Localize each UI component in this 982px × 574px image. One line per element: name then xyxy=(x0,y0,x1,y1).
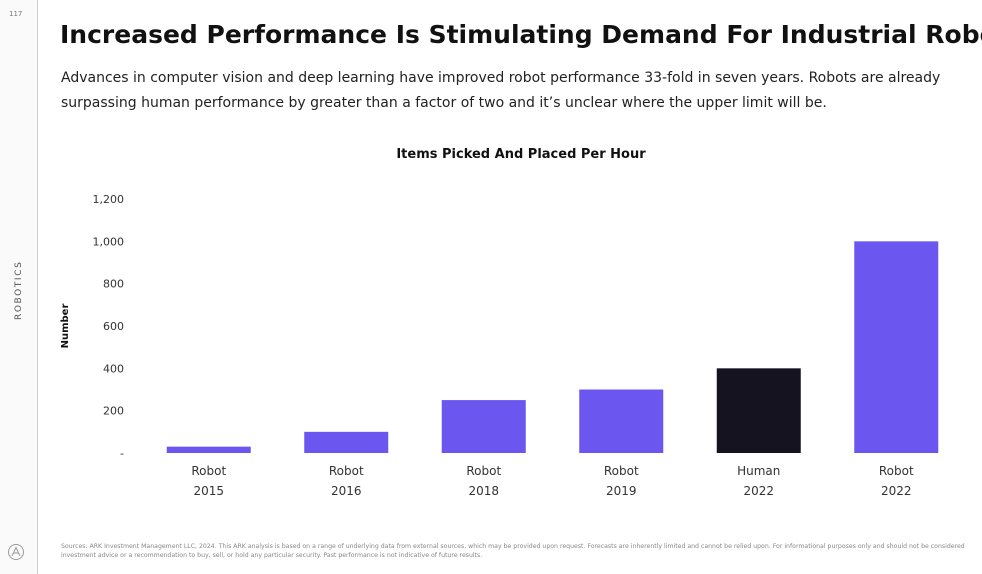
y-axis-title: Number xyxy=(60,304,71,349)
y-tick-label: 400 xyxy=(103,362,124,375)
x-tick-label: 2015 xyxy=(193,484,224,498)
bar xyxy=(304,431,389,453)
bar xyxy=(441,400,526,453)
x-tick-label: Robot xyxy=(604,464,639,478)
bar xyxy=(854,241,939,453)
section-label: ROBOTICS xyxy=(14,260,24,320)
y-tick-label: 800 xyxy=(103,278,124,291)
y-tick-label: 600 xyxy=(103,320,124,333)
source-footnote: Sources: ARK Investment Management LLC, … xyxy=(61,543,965,559)
bar xyxy=(579,389,664,453)
x-tick-label: Robot xyxy=(191,464,226,478)
page-title: Increased Performance Is Stimulating Dem… xyxy=(60,20,982,49)
x-tick-label: 2022 xyxy=(881,484,912,498)
x-tick-label: 2022 xyxy=(743,484,774,498)
x-tick-label: 2016 xyxy=(331,484,362,498)
chart-title: Items Picked And Placed Per Hour xyxy=(396,147,646,162)
x-tick-label: Robot xyxy=(329,464,364,478)
y-tick-label: 200 xyxy=(103,405,124,418)
x-tick-label: 2018 xyxy=(468,484,499,498)
bar xyxy=(716,368,801,453)
side-rail xyxy=(0,0,38,574)
y-tick-label: 1,200 xyxy=(93,193,125,206)
x-tick-label: Robot xyxy=(879,464,914,478)
page-number: 117 xyxy=(9,10,23,18)
bar xyxy=(166,446,251,453)
x-tick-label: 2019 xyxy=(606,484,637,498)
ark-logo-icon xyxy=(8,544,24,560)
x-tick-label: Human xyxy=(737,464,780,478)
rail-divider xyxy=(37,0,38,574)
y-tick-label: 1,000 xyxy=(93,235,125,248)
x-tick-label: Robot xyxy=(466,464,501,478)
page-subtitle: Advances in computer vision and deep lea… xyxy=(61,70,941,111)
bar-chart: Items Picked And Placed Per Hour Number - 2… xyxy=(60,147,939,498)
y-tick-label: - xyxy=(120,447,124,460)
